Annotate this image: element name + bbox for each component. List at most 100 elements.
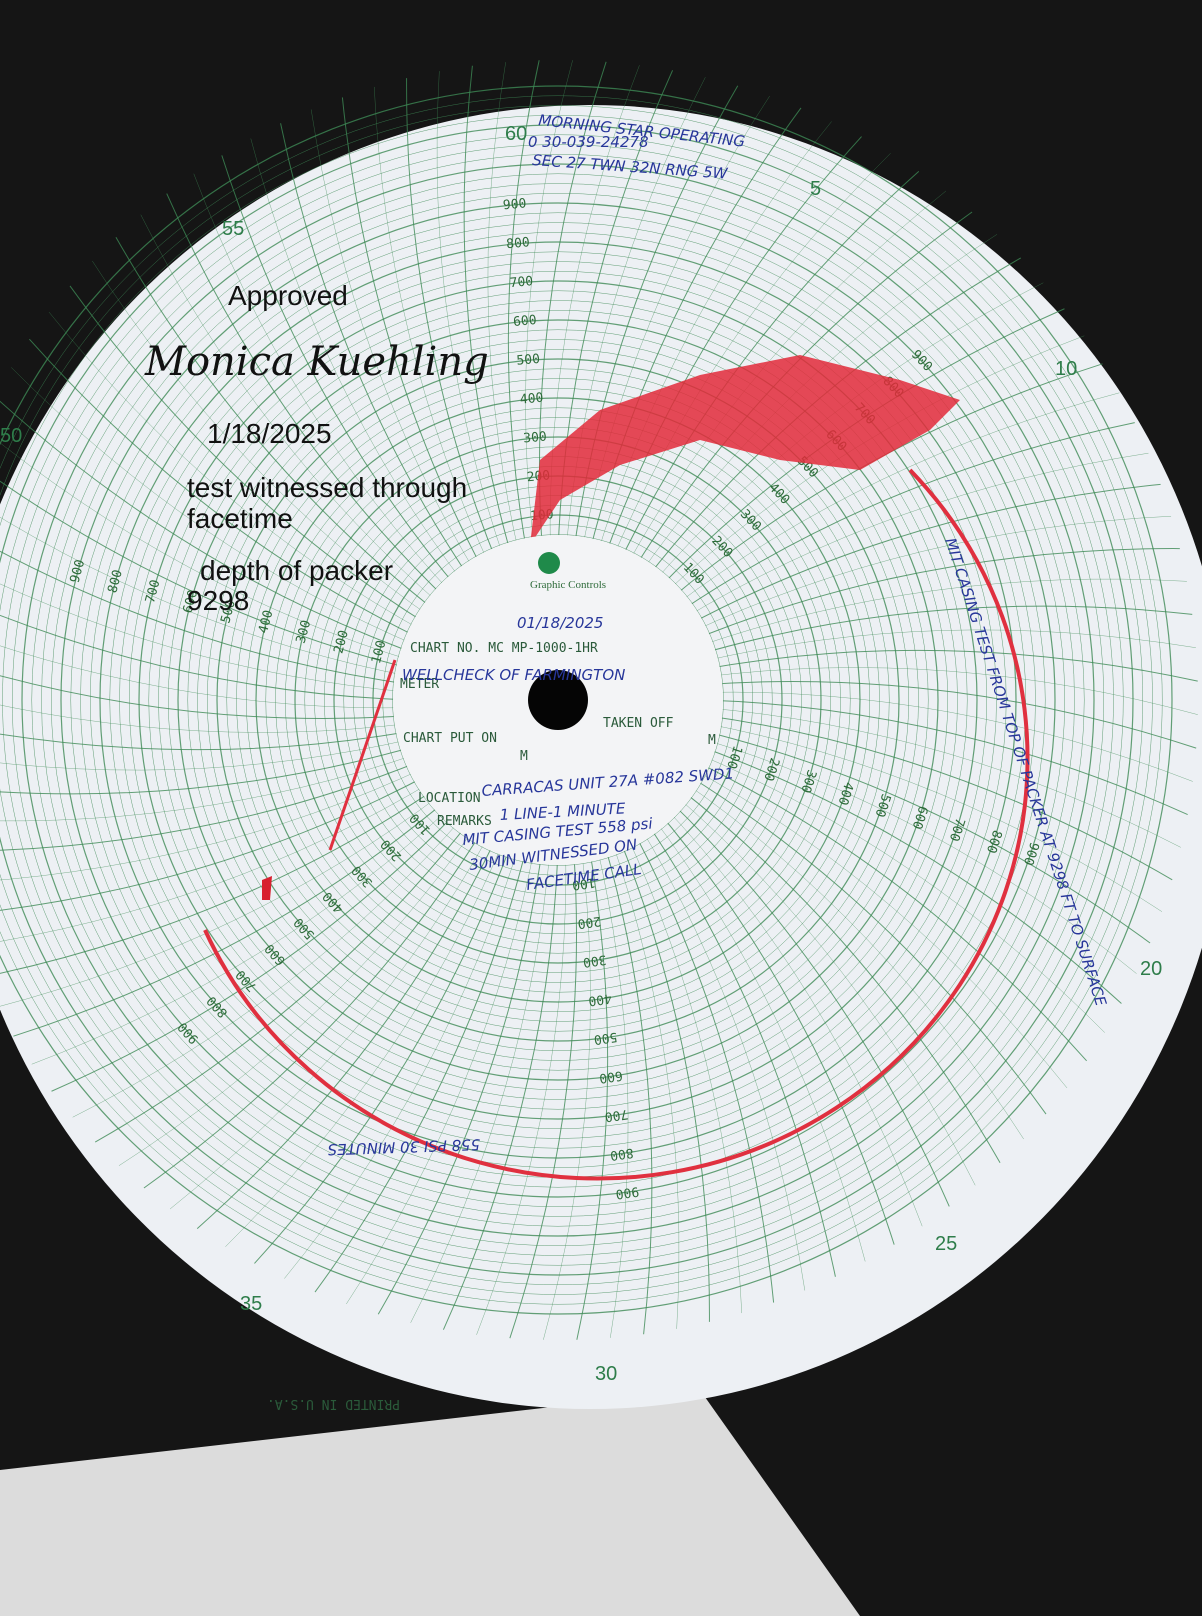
grid-time-line	[694, 752, 1105, 1033]
m-label: M	[708, 733, 716, 748]
grid: 1001001001001001002002002002002002003003…	[0, 60, 1198, 1340]
grid-ring	[70, 212, 1046, 1188]
grid-time-line	[643, 817, 836, 1277]
grid-time-line	[0, 550, 413, 686]
grid-ring	[255, 397, 861, 1003]
grid-time-line	[0, 645, 413, 709]
grid-time-line	[476, 845, 567, 1335]
scale-label: 300	[523, 430, 548, 447]
grid-ring	[0, 115, 1143, 1285]
grid-time-line	[0, 729, 416, 751]
handwriting: 01/18/2025	[517, 614, 603, 632]
grid-time-line	[314, 842, 529, 1293]
scale-label: 300	[582, 951, 607, 969]
grid-time-line	[72, 813, 467, 1118]
minute-label: 10	[1055, 358, 1077, 380]
grid-time-line	[702, 722, 1163, 912]
grid-time-line	[509, 845, 578, 1339]
grid-ring	[294, 436, 822, 964]
grid-time-line	[341, 97, 486, 574]
grid-time-line	[0, 766, 428, 881]
grid-time-line	[543, 844, 591, 1340]
scale-label: 200	[331, 629, 352, 656]
grid-time-line	[0, 675, 413, 720]
printed-label: PRINTED IN U.S.A.	[267, 1396, 400, 1411]
grid-time-line	[694, 578, 1187, 648]
grid-time-line	[143, 826, 486, 1189]
grid-ring	[129, 271, 987, 1129]
grid-time-line	[406, 78, 500, 567]
grid-time-line	[280, 123, 473, 583]
scale-label: 600	[909, 804, 931, 831]
grid-ring	[168, 310, 948, 1090]
grid-time-line	[48, 311, 429, 634]
handwriting: 558 PSI 30 MINUTES	[327, 1135, 481, 1158]
scale-label: 800	[983, 828, 1005, 855]
grid-time-line	[436, 71, 506, 564]
grid-ring	[0, 124, 1134, 1276]
grid-time-line	[0, 779, 436, 942]
put-on-label: CHART PUT ON	[403, 731, 497, 746]
grid-ring	[246, 388, 870, 1012]
grid-ring	[21, 163, 1095, 1237]
grid-time-line	[700, 729, 1151, 944]
scale-label: 300	[797, 768, 819, 795]
scale-label: 700	[604, 1106, 629, 1124]
grid-time-line	[410, 845, 551, 1323]
grid-time-line	[166, 193, 450, 603]
grid-ring	[0, 134, 1124, 1266]
grid-time-line	[0, 791, 445, 1007]
grid-time-line	[92, 260, 436, 621]
grid-time-line	[696, 744, 1122, 1004]
handwriting: WELLCHECK OF FARMINGTON	[402, 666, 625, 684]
scale-label: 200	[760, 756, 782, 783]
grid-ring	[99, 241, 1017, 1159]
grid-ring	[138, 280, 978, 1120]
grid-time-line	[118, 822, 479, 1166]
grid-time-line	[624, 830, 742, 1314]
scale-label: 400	[256, 609, 277, 636]
remarks-label: REMARKS	[437, 814, 492, 829]
grid-time-line	[0, 758, 425, 851]
grid-time-line	[487, 62, 521, 560]
brand-logo	[538, 552, 560, 574]
grid-ring	[148, 290, 968, 1110]
grid-time-line	[637, 822, 806, 1291]
grid-time-line	[696, 605, 1193, 656]
grid-ring	[31, 173, 1085, 1227]
minute-label: 30	[595, 1363, 617, 1385]
grid-time-line	[684, 772, 1047, 1115]
grid-ring	[90, 232, 1026, 1168]
scale-label: 900	[68, 558, 89, 585]
grid-time-line	[0, 480, 416, 671]
grid-time-line	[687, 766, 1068, 1089]
grid-ring	[207, 349, 909, 1051]
grid-time-line	[250, 138, 467, 587]
grid-time-line	[610, 836, 680, 1329]
grid-time-line	[616, 171, 920, 567]
scale-label: 700	[143, 578, 164, 605]
grid-time-line	[680, 779, 1024, 1140]
scale-label: 500	[872, 792, 894, 819]
grid-time-line	[691, 758, 1087, 1062]
grid-time-line	[602, 136, 862, 562]
brand: Graphic Controls	[530, 579, 606, 591]
grid-time-line	[0, 583, 413, 693]
note: facetime	[187, 503, 293, 534]
grid-time-line	[11, 367, 422, 648]
scale-label: 100	[723, 744, 745, 771]
grid-time-line	[675, 785, 1001, 1164]
packer-note: depth of packer	[200, 555, 393, 586]
grid-time-line	[630, 826, 775, 1303]
grid-time-line	[655, 808, 895, 1245]
location-label: LOCATION	[418, 791, 481, 806]
grid-time-line	[698, 737, 1137, 974]
grid-time-line	[346, 844, 536, 1305]
scale-label: 200	[577, 913, 602, 931]
grid-ring	[226, 368, 890, 1032]
grid-time-line	[254, 838, 514, 1264]
grid-time-line	[703, 714, 1173, 881]
grid-time-line	[703, 691, 1193, 782]
grid-time-line	[610, 153, 891, 564]
grid-time-line	[691, 548, 1180, 642]
